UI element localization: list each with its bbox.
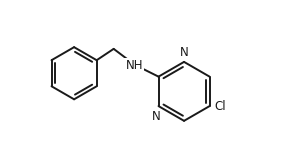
Text: NH: NH (125, 59, 143, 72)
Text: N: N (180, 46, 188, 59)
Text: N: N (152, 109, 161, 122)
Text: Cl: Cl (214, 100, 226, 113)
